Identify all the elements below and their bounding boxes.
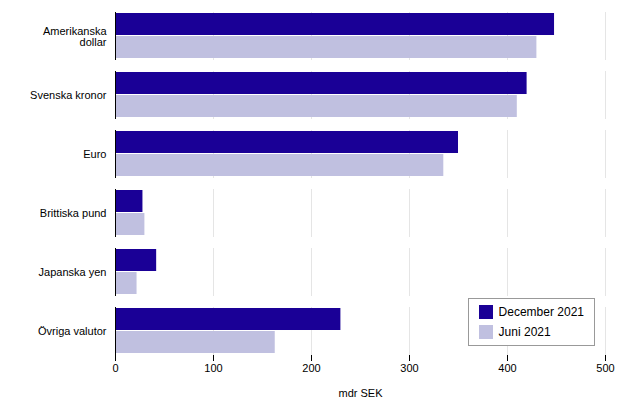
html-text:December 2021: December 2021 [498,305,584,319]
svg-text:Övriga valutor: Övriga valutor [38,325,107,337]
svg-text:0: 0 [112,362,118,374]
svg-text:400: 400 [498,362,516,374]
svg-text:mdr SEK: mdr SEK [338,387,383,399]
svg-text:300: 300 [400,362,418,374]
svg-text:100: 100 [204,362,222,374]
svg-text:200: 200 [302,362,320,374]
svg-text:Brittiska pund: Brittiska pund [40,207,107,219]
svg-text:Svenska kronor: Svenska kronor [30,89,107,101]
html-text:Juni 2021: Juni 2021 [498,325,551,339]
svg-text:Amerikanskadollar: Amerikanskadollar [43,25,107,48]
svg-text:Euro: Euro [83,148,106,160]
svg-text:Japanska yen: Japanska yen [39,266,107,278]
svg-text:500: 500 [596,362,614,374]
